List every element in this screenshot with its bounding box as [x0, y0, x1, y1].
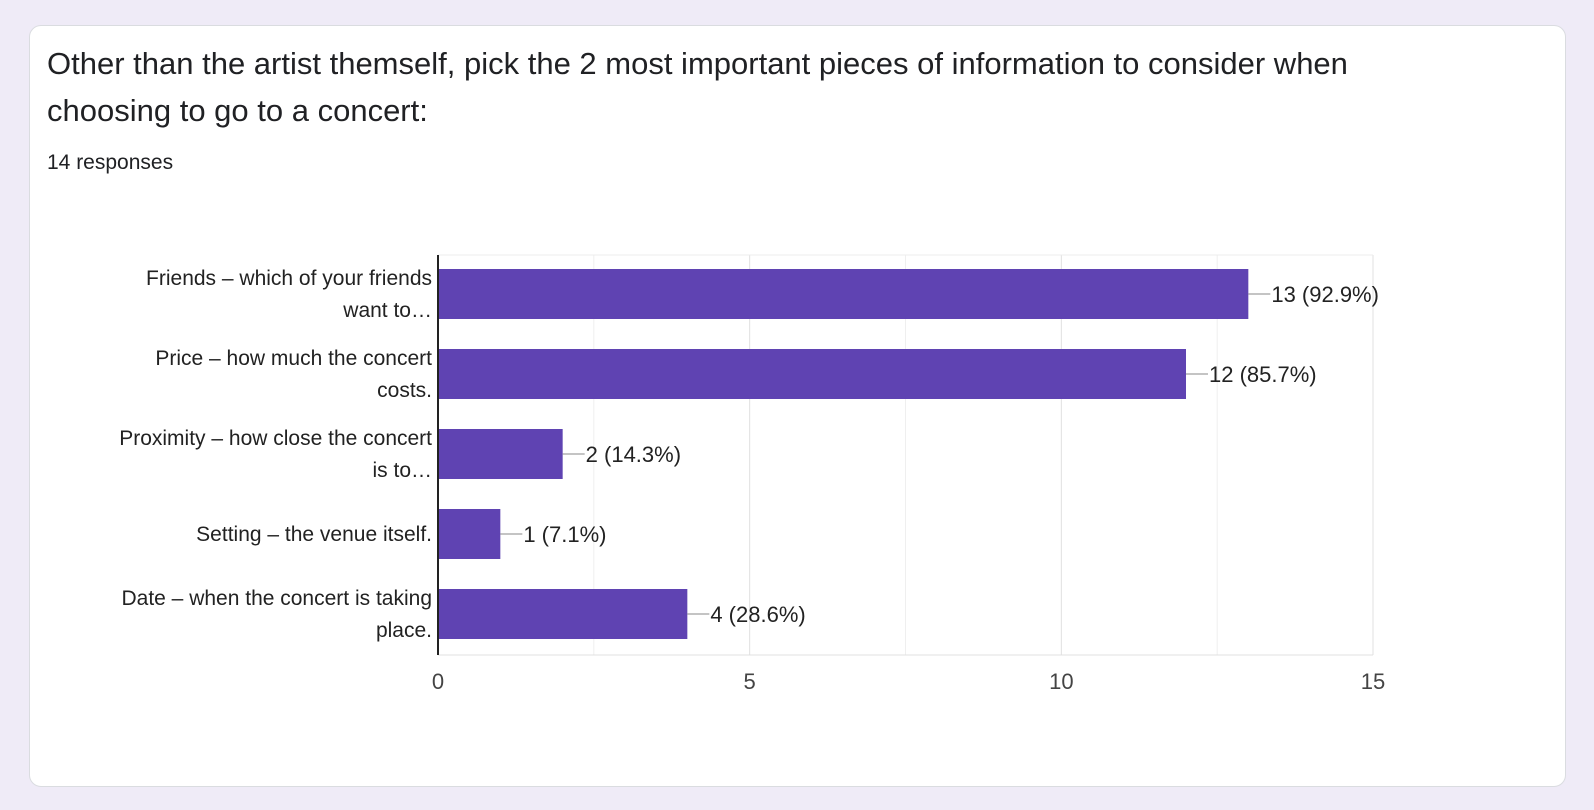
x-tick-label: 0 [432, 669, 444, 694]
category-label: Price – how much the concert [155, 347, 432, 370]
category-label: Date – when the concert is taking [121, 587, 432, 610]
question-card [29, 25, 1566, 787]
x-tick-label: 10 [1049, 669, 1073, 694]
data-label: 12 (85.7%) [1209, 362, 1317, 387]
category-label: Friends – which of your friends [146, 267, 432, 290]
bar[interactable] [438, 509, 501, 559]
data-label: 4 (28.6%) [710, 602, 805, 627]
category-label: is to… [372, 459, 432, 482]
labels: 13 (92.9%) Friends – which of your friend… [119, 267, 1379, 642]
data-label: 1 (7.1%) [523, 522, 606, 547]
x-tick-label: 5 [744, 669, 756, 694]
response-count: 14 responses [47, 151, 174, 174]
question-title: Other than the artist themself, pick the… [47, 46, 1348, 128]
category-label: Proximity – how close the concert [119, 427, 432, 450]
category-label: place. [376, 619, 432, 642]
bars [438, 269, 1249, 639]
bar[interactable] [438, 269, 1249, 319]
data-label: 2 (14.3%) [586, 442, 681, 467]
x-tick-label: 15 [1361, 669, 1385, 694]
axes: 0 5 10 15 [432, 255, 1385, 694]
bar[interactable] [438, 349, 1186, 399]
bar[interactable] [438, 429, 563, 479]
category-label: Setting – the venue itself. [196, 523, 432, 546]
data-label: 13 (92.9%) [1271, 282, 1379, 307]
category-label: want to… [342, 299, 432, 322]
bar[interactable] [438, 589, 688, 639]
category-label: costs. [377, 379, 432, 402]
